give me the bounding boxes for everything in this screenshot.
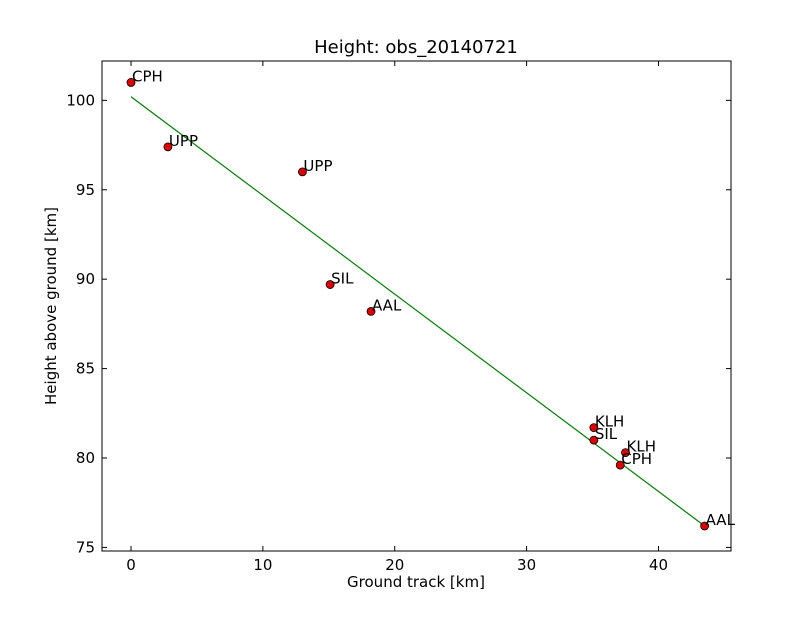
- point-label: UPP: [169, 132, 198, 150]
- point-label: SIL: [331, 270, 354, 288]
- point-label: KLH: [595, 413, 624, 431]
- y-tick-label: 100: [66, 91, 95, 109]
- y-tick-label: 85: [76, 360, 95, 378]
- data-point: [700, 521, 710, 531]
- plot-frame: [101, 60, 732, 552]
- point-label: AAL: [372, 296, 402, 314]
- data-point: [325, 280, 335, 289]
- data-point: [615, 460, 625, 470]
- data-point: [163, 142, 173, 152]
- data-point: [298, 167, 307, 177]
- y-tick-label: 90: [76, 270, 95, 288]
- point-label: SIL: [595, 425, 618, 443]
- y-tick-label: 80: [76, 449, 95, 467]
- data-point: [126, 78, 136, 87]
- y-tick-label: 95: [76, 181, 95, 199]
- x-tick-label: 0: [126, 556, 136, 574]
- data-point: [366, 306, 376, 316]
- fit-line: [130, 96, 705, 527]
- x-tick-label: 20: [385, 556, 404, 574]
- x-tick-label: 40: [649, 556, 668, 574]
- axis-ticks: 0 10 20 30 40 75 80 85 90 95 100: [66, 61, 731, 574]
- chart-title: Height: obs_20140721: [314, 37, 518, 58]
- x-axis-label: Ground track [km]: [347, 573, 485, 591]
- data-point: [621, 448, 630, 458]
- x-tick-label: 30: [517, 556, 536, 574]
- point-label: AAL: [706, 511, 736, 529]
- y-tick-label: 75: [76, 538, 95, 556]
- point-label: UPP: [303, 157, 332, 175]
- y-axis-label: Height above ground [km]: [42, 207, 60, 405]
- point-label: KLH: [627, 438, 656, 456]
- point-label: CPH: [621, 450, 652, 468]
- point-label: CPH: [132, 67, 163, 85]
- x-tick-label: 10: [253, 556, 272, 574]
- data-point: [589, 423, 599, 433]
- data-point: [589, 435, 599, 445]
